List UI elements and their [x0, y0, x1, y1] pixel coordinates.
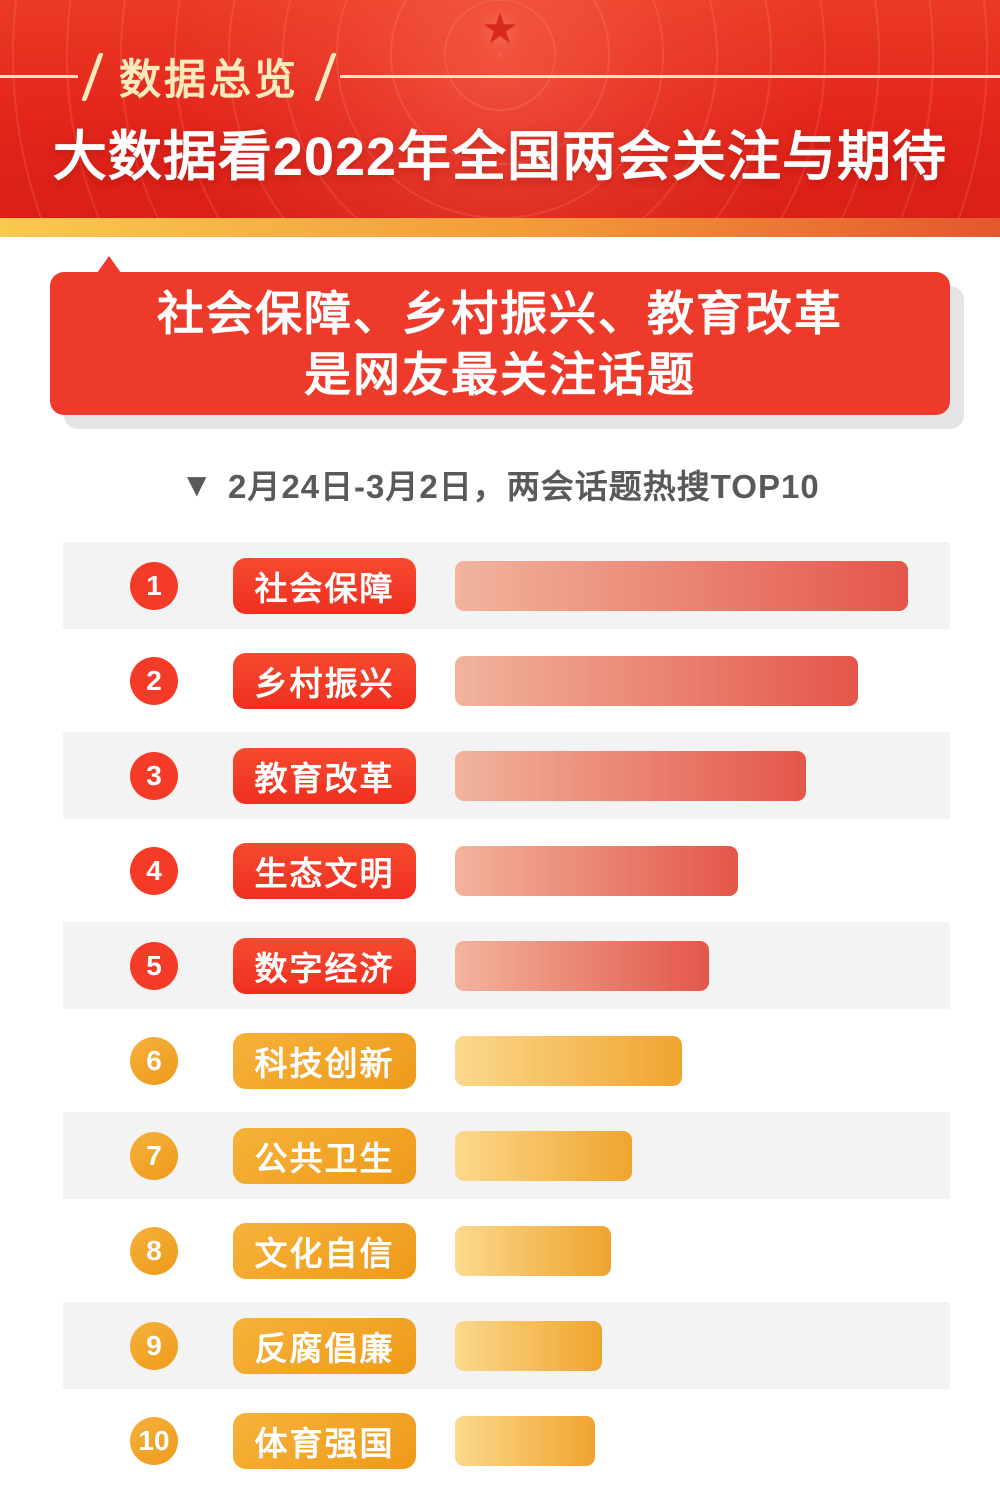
- topic-row: 5 数字经济: [63, 918, 950, 1013]
- rank-badge: 1: [130, 561, 178, 610]
- kicker-row: 数据总览: [0, 46, 1000, 107]
- topic-label: 文化自信: [233, 1222, 416, 1279]
- topic-heat-bar: [455, 845, 738, 896]
- topic-row: 2 乡村振兴: [63, 633, 950, 728]
- rank-badge: 2: [130, 656, 178, 705]
- topic-label: 科技创新: [233, 1032, 416, 1089]
- topic-row: 10 体育强国: [63, 1393, 950, 1488]
- topic-label: 反腐倡廉: [233, 1317, 416, 1374]
- topic-label: 生态文明: [233, 842, 416, 899]
- triangle-down-icon: ▼: [180, 466, 214, 503]
- topic-row: 4 生态文明: [63, 823, 950, 918]
- topic-label: 公共卫生: [233, 1127, 416, 1184]
- topic-label: 体育强国: [233, 1412, 416, 1469]
- page-title: 大数据看2022年全国两会关注与期待: [52, 127, 948, 187]
- topic-label: 乡村振兴: [233, 652, 416, 709]
- topic-heat-bar: [455, 1130, 632, 1181]
- header: ★ 数据总览 大数据看2022年全国两会关注与期待: [0, 0, 1000, 218]
- topic-row: 7 公共卫生: [63, 1108, 950, 1203]
- ceiling-pattern-decoration: [0, 0, 1000, 218]
- rank-badge: 10: [130, 1416, 178, 1465]
- star-icon: ★: [481, 5, 519, 52]
- list-header-text: 2月24日-3月2日，两会话题热搜TOP10: [227, 468, 820, 505]
- list-header: ▼ 2月24日-3月2日，两会话题热搜TOP10: [0, 460, 1000, 508]
- topic-label: 教育改革: [233, 747, 416, 804]
- topic-heat-bar: [455, 750, 806, 801]
- topic-heat-bar: [455, 655, 858, 706]
- rank-badge: 7: [130, 1131, 178, 1180]
- rank-badge: 9: [130, 1321, 178, 1370]
- topic-heat-bar: [455, 940, 709, 991]
- rank-badge: 3: [130, 751, 178, 800]
- accent-strip: [0, 218, 1000, 237]
- topic-row: 9 反腐倡廉: [63, 1298, 950, 1393]
- kicker-line-left: [0, 75, 78, 78]
- rank-badge: 8: [130, 1226, 178, 1275]
- section-kicker: 数据总览: [119, 56, 300, 103]
- topic-heat-bar: [455, 1415, 595, 1466]
- kicker-line-right: [340, 75, 1000, 78]
- rank-badge: 4: [130, 846, 178, 895]
- rank-badge: 6: [130, 1036, 178, 1085]
- topic-row: 1 社会保障: [63, 538, 950, 633]
- topic-heat-bar: [455, 1225, 611, 1276]
- topic-label: 社会保障: [233, 557, 416, 614]
- topic-row: 6 科技创新: [63, 1013, 950, 1108]
- topic-row: 8 文化自信: [63, 1203, 950, 1298]
- headline-line1: 社会保障、乡村振兴、教育改革: [157, 286, 843, 340]
- headline-line2: 是网友最关注话题: [304, 347, 696, 401]
- rank-badge: 5: [130, 941, 178, 990]
- slash-icon: [81, 52, 104, 101]
- slash-icon: [314, 52, 337, 101]
- content: 社会保障、乡村振兴、教育改革 是网友最关注话题 ▼ 2月24日-3月2日，两会话题…: [0, 256, 1000, 1488]
- topic-heat-bar: [455, 1320, 602, 1371]
- topic-heat-bar: [455, 560, 908, 611]
- topic-row: 3 教育改革: [63, 728, 950, 823]
- pointer-up-icon: [97, 256, 121, 273]
- topic-heat-bar: [455, 1035, 682, 1086]
- topic-label: 数字经济: [233, 937, 416, 994]
- topic-ranking-list: 1 社会保障 2 乡村振兴 3 教育改革 4 生态文明 5 数字经济 6 科技创新 7 公共卫生 8 文化自信…: [63, 538, 950, 1488]
- headline-banner: 社会保障、乡村振兴、教育改革 是网友最关注话题: [50, 256, 950, 415]
